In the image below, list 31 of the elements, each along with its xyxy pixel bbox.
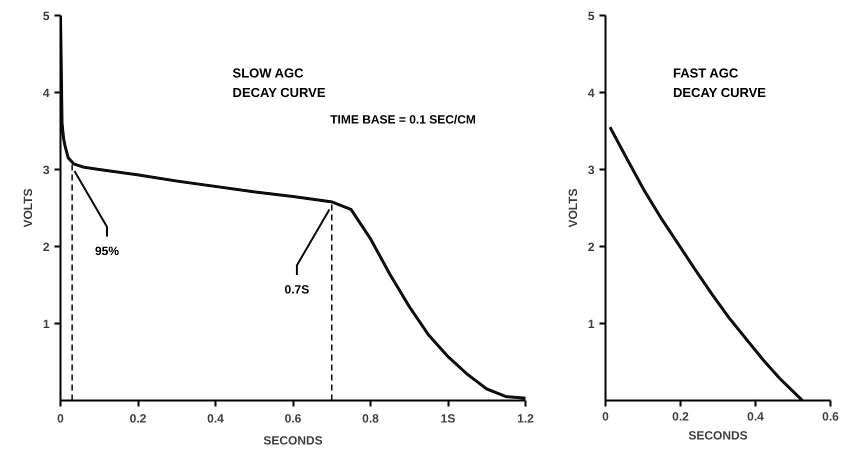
- x-tick-label: 0.2: [672, 410, 690, 424]
- x-tick-label: 0.2: [130, 412, 147, 426]
- text: FAST AGC DECAY CURVE: [673, 66, 766, 100]
- annotation: TIME BASE = 0.1 SEC/CM: [330, 112, 476, 126]
- x-axis-title: SECONDS: [263, 434, 323, 448]
- annotation: 0.7S: [284, 282, 310, 297]
- y-tick-label: 2: [42, 240, 50, 254]
- x-tick-label: 0.4: [747, 410, 764, 424]
- y-tick-label: 4: [588, 86, 595, 100]
- x-tick-label: 1.2: [517, 412, 534, 426]
- y-axis-title: VOLTS: [566, 188, 580, 228]
- y-axis-title: VOLTS: [20, 188, 35, 228]
- x-tick-label: 0.8: [362, 412, 380, 426]
- x-tick-label: 0.4: [207, 412, 224, 426]
- y-tick-label: 3: [42, 163, 50, 177]
- y-tick-label: 2: [588, 240, 595, 254]
- y-tick-label: 1: [42, 317, 50, 331]
- x-tick-label: 0: [57, 412, 64, 426]
- annotation: 95%: [94, 244, 120, 258]
- x-tick-label: 0.6: [284, 412, 302, 426]
- x-tick-label: 1S: [440, 412, 456, 426]
- y-tick-label: 4: [42, 86, 50, 100]
- x-tick-label: 0.6: [822, 410, 840, 424]
- y-tick-label: 5: [588, 9, 595, 23]
- text: SLOW AGC DECAY CURVE: [232, 66, 326, 100]
- x-tick-label: 0: [602, 410, 610, 424]
- line-series: [608, 126, 804, 400]
- y-tick-label: 3: [588, 163, 595, 177]
- y-tick-label: 5: [42, 9, 50, 23]
- x-axis-title: SECONDS: [688, 428, 748, 442]
- y-tick-label: 1: [588, 317, 595, 331]
